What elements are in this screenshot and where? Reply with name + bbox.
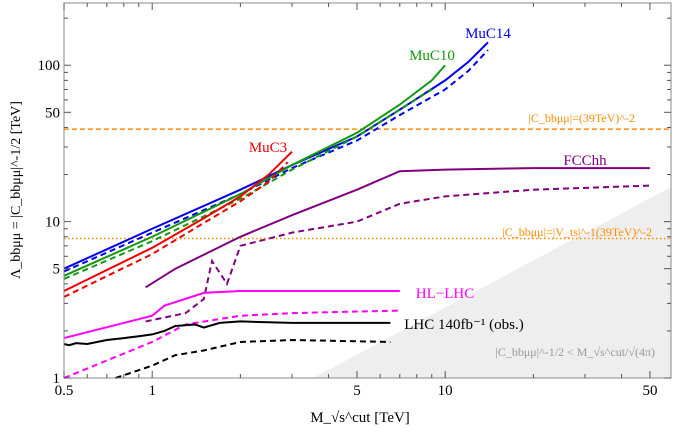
- y-tick-label: 100: [38, 58, 61, 74]
- x-tick-label: 1: [148, 383, 156, 399]
- series-label: MuC3: [249, 140, 287, 156]
- shaded-region: [313, 187, 671, 378]
- y-tick-label: 5: [53, 262, 61, 278]
- y-axis-label: Λ_bbμμ = |C_bbμμ|^-1/2 [TeV]: [9, 101, 24, 279]
- plot-frame: [63, 2, 672, 379]
- series-line-5: [63, 161, 289, 298]
- x-axis-label: M_√s^cut [TeV]: [310, 410, 410, 426]
- series-label: FCChh: [563, 153, 607, 169]
- y-tick-label: 50: [45, 105, 60, 121]
- series-label: MuC14: [465, 26, 511, 42]
- series-label: HL−LHC: [416, 286, 474, 302]
- series-line-9: [63, 309, 400, 379]
- x-tick-label: 50: [642, 383, 657, 399]
- series-line-8: [63, 290, 400, 340]
- x-tick-label: 5: [353, 383, 361, 399]
- y-tick-label: 1: [53, 371, 61, 387]
- hline-label: |C_bbμμ|=|V_ts|^-1(39TeV)^-2: [502, 225, 652, 239]
- y-tick-label: 10: [45, 215, 60, 231]
- series-label: MuC10: [409, 48, 455, 64]
- x-tick-label: 10: [438, 383, 453, 399]
- shaded-region-label: |C_bbμμ|^-1/2 < M_√s^cut/√(4π): [495, 345, 655, 359]
- series-line-1: [63, 49, 489, 273]
- hline-label: |C_bbμμ|=(39TeV)^-2: [528, 111, 635, 125]
- series-line-4: [63, 150, 293, 292]
- series-line-6: [145, 167, 650, 289]
- series-line-10: [63, 320, 391, 347]
- series-line-3: [63, 88, 433, 280]
- series-line-2: [63, 64, 446, 277]
- x-tick-label: 0.5: [55, 383, 74, 399]
- series-line-11: [115, 338, 391, 379]
- series-label: LHC 140fb⁻¹ (obs.): [404, 317, 524, 333]
